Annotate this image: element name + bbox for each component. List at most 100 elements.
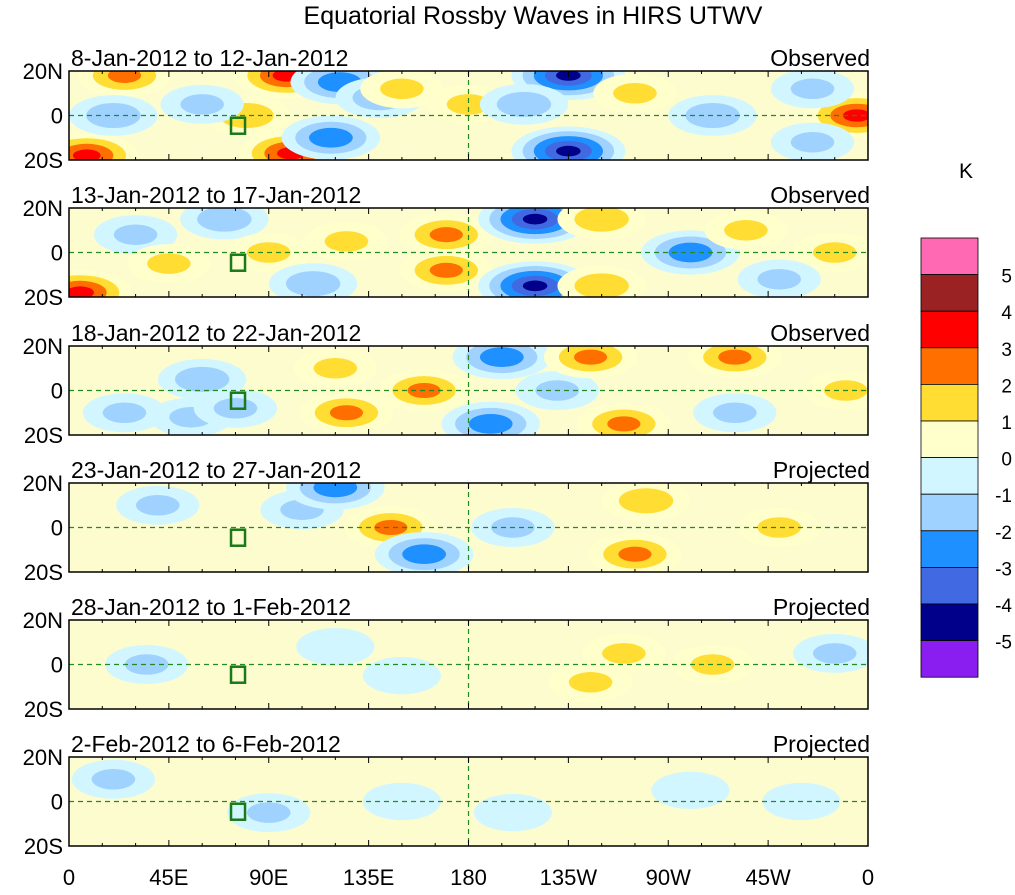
colorbar-label: -4 — [995, 596, 1012, 617]
region-box — [229, 116, 247, 135]
colorbar-label: -2 — [995, 523, 1012, 544]
x-tick-label: 90W — [646, 865, 691, 890]
anomaly-contour — [651, 771, 730, 810]
y-tick-label: 20S — [24, 697, 63, 722]
anomaly-contour — [313, 358, 358, 379]
anomaly-contour — [124, 654, 169, 675]
colorbar-swatch — [920, 237, 979, 275]
anomaly-contour — [568, 672, 613, 693]
anomaly-contour — [496, 91, 552, 117]
anomaly-contour — [402, 544, 447, 565]
anomaly-contour — [479, 347, 524, 367]
y-tick-label: 20N — [23, 196, 63, 221]
anomaly-contour — [468, 414, 513, 434]
panel-date-range: 2-Feb-2012 to 6-Feb-2012 — [71, 731, 341, 757]
anomaly-contour — [602, 643, 646, 664]
anomaly-contour — [556, 145, 581, 157]
x-tick-label: 90E — [249, 865, 288, 890]
y-tick-label: 0 — [51, 653, 63, 678]
panel-status: Projected — [773, 731, 870, 757]
panel-date-range: 8-Jan-2012 to 12-Jan-2012 — [71, 45, 348, 71]
y-tick-label: 20S — [24, 148, 63, 173]
region-box — [229, 528, 247, 547]
panel-status: Projected — [773, 594, 870, 620]
anomaly-contour — [522, 280, 548, 292]
anomaly-contour — [618, 546, 652, 562]
anomaly-contour — [324, 231, 369, 252]
region-box — [229, 802, 247, 821]
y-tick-label: 0 — [51, 516, 63, 541]
panel-status: Observed — [770, 45, 870, 71]
anomaly-contour — [91, 769, 136, 790]
colorbar-swatch — [920, 457, 979, 495]
anomaly-contour — [618, 488, 674, 514]
region-box — [229, 665, 247, 684]
y-tick-label: 20S — [24, 285, 63, 310]
anomaly-contour — [573, 349, 608, 365]
anomaly-contour — [174, 366, 230, 392]
colorbar-swatch — [920, 493, 979, 532]
colorbar-label: 4 — [1001, 303, 1012, 324]
anomaly-contour — [724, 220, 768, 241]
colorbar-swatch — [920, 347, 979, 385]
y-tick-label: 0 — [51, 790, 63, 815]
anomaly-contour — [522, 213, 548, 225]
y-tick-label: 20S — [24, 560, 63, 585]
region-box — [229, 253, 247, 272]
y-tick-label: 20N — [23, 471, 63, 496]
y-tick-label: 0 — [51, 241, 63, 266]
anomaly-contour — [102, 402, 147, 423]
x-tick-label: 135E — [343, 865, 394, 890]
anomaly-contour — [285, 271, 341, 297]
x-tick-label: 45W — [746, 865, 791, 890]
anomaly-contour — [362, 782, 442, 821]
map-panel: 18-Jan-2012 to 22-Jan-2012 Observed 20N 0 20… — [23, 320, 870, 448]
anomaly-contour — [147, 253, 191, 274]
anomaly-contour — [718, 349, 752, 365]
map-panel: 28-Jan-2012 to 1-Feb-2012 Projected 20N 0 20… — [23, 594, 870, 722]
map-panel: 8-Jan-2012 to 12-Jan-2012 Observed 20N 0 20S — [23, 45, 870, 173]
anomaly-contour — [574, 208, 629, 232]
anomaly-contour — [380, 78, 424, 100]
panel-date-range: 23-Jan-2012 to 27-Jan-2012 — [71, 457, 361, 483]
anomaly-contour — [362, 656, 442, 695]
colorbar-swatch — [920, 530, 979, 568]
anomaly-contour — [607, 416, 641, 432]
anomaly-contour — [429, 262, 463, 278]
colorbar-units-label: K — [959, 160, 973, 183]
colorbar-swatch — [920, 274, 979, 312]
colorbar-label: 5 — [1001, 267, 1012, 288]
anomaly-contour — [180, 94, 224, 115]
colorbar-swatch — [920, 383, 979, 422]
panel-date-range: 18-Jan-2012 to 22-Jan-2012 — [71, 320, 361, 346]
map-panel: 2-Feb-2012 to 6-Feb-2012 Projected 20N 0 20S — [23, 731, 870, 859]
colorbar-label: 1 — [1001, 413, 1012, 434]
x-tick-label: 45E — [149, 865, 188, 890]
y-tick-label: 20N — [23, 334, 63, 359]
y-tick-label: 0 — [51, 379, 63, 404]
anomaly-contour — [446, 94, 491, 115]
anomaly-contour — [757, 517, 802, 538]
x-tick-label: 0 — [63, 865, 75, 890]
anomaly-contour — [757, 268, 802, 290]
map-panel: 23-Jan-2012 to 27-Jan-2012 Projected 20N 0 2… — [23, 457, 870, 585]
panel-status: Observed — [770, 182, 870, 208]
anomaly-contour — [374, 519, 408, 536]
x-tick-label: 0 — [862, 865, 874, 890]
anomaly-contour — [613, 83, 657, 104]
anomaly-contour — [329, 405, 364, 421]
anomaly-contour — [113, 224, 158, 245]
anomaly-contour — [135, 495, 180, 516]
panel-date-range: 13-Jan-2012 to 17-Jan-2012 — [71, 182, 361, 208]
colorbar-swatch — [920, 603, 979, 641]
region-box — [229, 391, 247, 410]
colorbar-label: 2 — [1001, 376, 1012, 397]
anomaly-contour — [429, 227, 463, 243]
panel-date-range: 28-Jan-2012 to 1-Feb-2012 — [71, 594, 351, 620]
y-tick-label: 20N — [23, 608, 63, 633]
panel-status: Observed — [770, 320, 870, 346]
y-tick-label: 20N — [23, 59, 63, 84]
colorbar-label: -5 — [995, 633, 1012, 654]
chart-title: Equatorial Rossby Waves in HIRS UTWV — [304, 2, 763, 30]
